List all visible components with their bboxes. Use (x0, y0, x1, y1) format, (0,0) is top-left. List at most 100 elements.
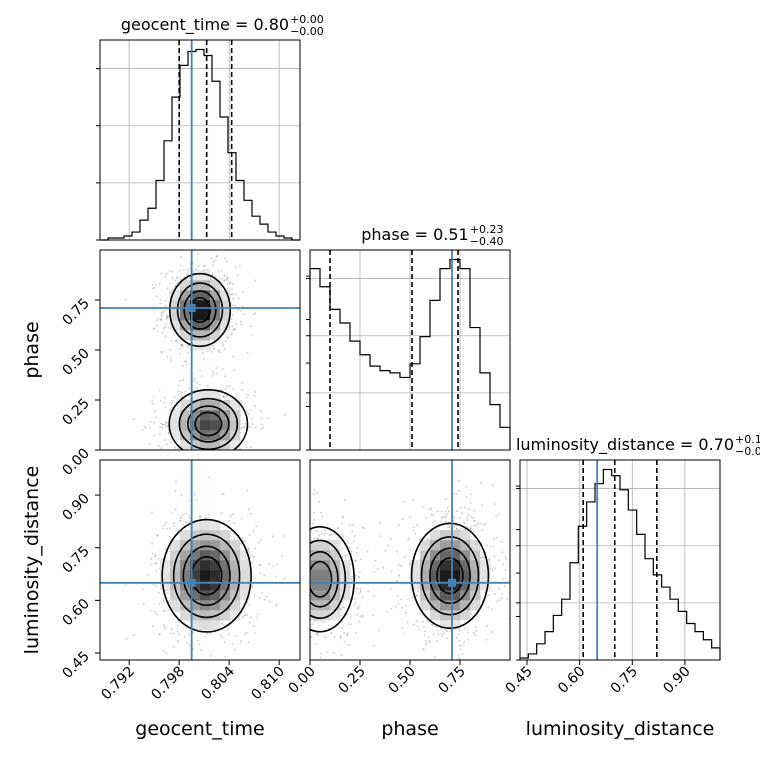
sample-point (179, 516, 182, 518)
sample-point (210, 351, 213, 353)
sample-point (246, 410, 249, 413)
sample-point (233, 328, 236, 330)
title-subscript: −0.09 (735, 445, 760, 458)
sample-point (162, 599, 165, 602)
sample-point (305, 570, 307, 572)
sample-point (466, 631, 469, 634)
sample-point (291, 515, 293, 517)
sample-point (253, 556, 256, 558)
density-cell (160, 570, 171, 581)
x-tick-label: 0.60 (555, 664, 588, 697)
sample-point (340, 533, 342, 536)
density-cell (200, 400, 211, 411)
sample-point (448, 525, 451, 528)
sample-point (481, 529, 483, 532)
title-subscript: −0.40 (470, 235, 504, 248)
sample-point (401, 626, 403, 629)
sample-point (425, 610, 427, 612)
sample-point (194, 463, 196, 465)
density-cell (310, 580, 321, 591)
sample-point (480, 504, 483, 507)
sample-point (296, 561, 298, 563)
sample-point (149, 421, 152, 423)
joint-panel-phase-luminosity_distance (269, 459, 511, 661)
x-tick-label: 0.00 (285, 664, 318, 697)
sample-point (196, 253, 199, 255)
sample-point (185, 360, 188, 363)
sample-point (188, 450, 190, 452)
density-cell (320, 540, 331, 551)
sample-point (297, 546, 299, 548)
sample-point (413, 526, 416, 529)
sample-point (186, 268, 189, 270)
density-cell (240, 580, 251, 591)
density-cell (190, 520, 201, 531)
sample-point (307, 639, 309, 641)
sample-point (200, 375, 203, 377)
sample-point (354, 601, 357, 604)
density-cell (190, 320, 201, 331)
sample-point (296, 613, 298, 615)
sample-point (199, 648, 202, 651)
sample-point (231, 331, 233, 334)
sample-point (440, 633, 443, 636)
density-cell (190, 570, 201, 581)
sample-point (243, 614, 246, 617)
y-axis-label-luminosity_distance: luminosity_distance (21, 466, 43, 655)
sample-point (205, 461, 207, 463)
sample-point (234, 293, 237, 296)
sample-point (192, 380, 195, 382)
sample-point (226, 260, 228, 263)
sample-point (283, 577, 286, 580)
sample-point (359, 615, 362, 618)
sample-point (176, 624, 179, 627)
sample-point (167, 431, 170, 434)
density-cell (200, 300, 211, 311)
sample-point (159, 473, 161, 475)
sample-point (302, 614, 304, 616)
hist-bar (252, 216, 260, 240)
sample-point (237, 664, 239, 666)
density-cell (450, 600, 461, 611)
sample-point (222, 396, 225, 399)
sample-point (259, 572, 262, 575)
hist-bar (220, 117, 228, 240)
sample-point (152, 328, 155, 331)
sample-point (269, 629, 271, 631)
hist-bar (196, 50, 204, 240)
sample-point (432, 633, 435, 636)
density-cell (220, 570, 231, 581)
sample-point (467, 514, 470, 516)
density-cell (440, 610, 451, 621)
sample-point (307, 558, 309, 560)
panel-title: phase = 0.51 (361, 225, 468, 244)
sample-point (319, 656, 322, 659)
density-cell (320, 560, 331, 571)
sample-point (453, 517, 456, 520)
sample-point (412, 498, 415, 501)
sample-point (386, 611, 389, 613)
sample-point (432, 514, 434, 517)
sample-point (156, 534, 159, 537)
density-cell (190, 400, 201, 411)
y-axis-label-phase: phase (21, 321, 43, 378)
sample-point (452, 519, 455, 522)
sample-point (178, 633, 181, 636)
sample-point (180, 493, 183, 496)
hist-bar (712, 648, 720, 660)
sample-point (164, 335, 167, 337)
density-cell (200, 330, 211, 341)
sample-point (151, 284, 154, 286)
sample-point (301, 582, 303, 584)
sample-point (418, 628, 421, 631)
sample-point (205, 469, 207, 471)
sample-point (390, 538, 393, 540)
sample-point (398, 563, 401, 566)
sample-point (339, 636, 342, 639)
sample-point (241, 389, 244, 392)
sample-point (231, 325, 234, 328)
sample-point (164, 406, 167, 409)
density-cell (170, 290, 181, 301)
sample-point (472, 632, 475, 634)
sample-point (183, 269, 185, 271)
